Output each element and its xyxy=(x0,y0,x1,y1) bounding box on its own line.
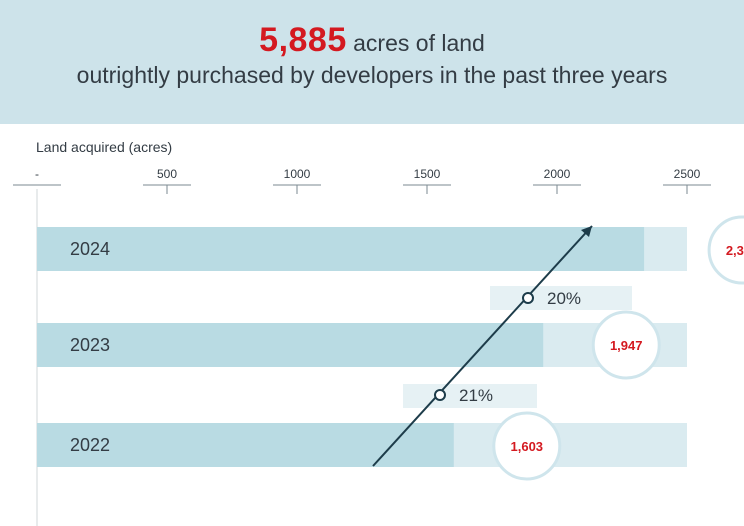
trend-arrow-line xyxy=(372,225,593,467)
x-tick-label: 500 xyxy=(157,167,177,181)
land-acquired-chart: Land acquired (acres) - 500 1000 1500 2000 250… xyxy=(13,139,744,526)
bar xyxy=(37,423,454,467)
change-band xyxy=(490,286,632,310)
value-circle xyxy=(707,215,744,285)
value-circle xyxy=(591,310,661,380)
x-tick-label: - xyxy=(35,167,39,181)
headline-line2: outrightly purchased by developers in th… xyxy=(76,62,668,88)
headline-total: 5,885 xyxy=(259,21,347,59)
change-band xyxy=(403,384,537,408)
y-category-label: 2022 xyxy=(70,435,110,455)
x-tick-label: 2500 xyxy=(674,167,701,181)
headline-line1: acres of land xyxy=(346,30,485,56)
change-marker xyxy=(434,389,446,401)
x-tick-label: 1500 xyxy=(414,167,441,181)
value-label: 1,947 xyxy=(610,338,643,353)
value-label: 2,335 xyxy=(726,243,744,258)
headline: 5,885 acres of land outrightly purchased… xyxy=(0,21,744,91)
header-banner xyxy=(0,0,744,124)
change-marker xyxy=(522,292,534,304)
bar xyxy=(37,323,544,367)
y-category-label: 2024 xyxy=(70,239,110,259)
value-label: 1,603 xyxy=(511,439,544,454)
trend-arrow-head xyxy=(581,226,592,237)
x-axis-title: Land acquired (acres) xyxy=(36,139,172,155)
value-circle xyxy=(492,411,562,481)
change-label: 21% xyxy=(459,386,493,405)
x-tick-label: 2000 xyxy=(544,167,571,181)
change-label: 20% xyxy=(547,289,581,308)
bar xyxy=(37,227,645,271)
x-tick-label: 1000 xyxy=(284,167,311,181)
y-category-label: 2023 xyxy=(70,335,110,355)
